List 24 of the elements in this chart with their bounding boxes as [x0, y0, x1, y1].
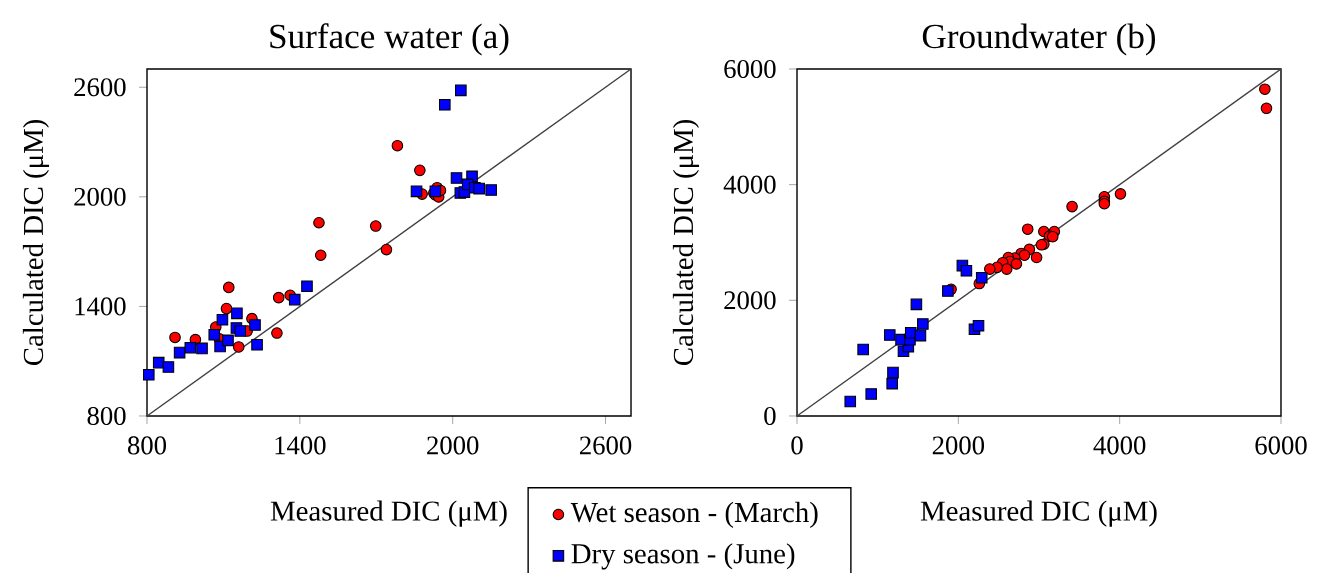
y-axis-title: Calculated DIC (μM)	[22, 119, 50, 366]
y-tick-label: 1400	[75, 297, 126, 316]
legend-label: Wet season - (March)	[570, 501, 818, 528]
chart-title: Surface water (a)	[270, 23, 509, 56]
x-tick-label: 4000	[1093, 436, 1146, 455]
x-tick-label: 2600	[579, 436, 632, 455]
y-tick-label: 4000	[723, 175, 776, 194]
legend-label: Dry season - (June)	[571, 543, 795, 570]
x-tick-label: 2000	[427, 436, 479, 455]
x-tick-label: 2000	[932, 436, 985, 455]
x-tick-label: 1400	[275, 436, 326, 455]
x-tick-label: 0	[791, 436, 803, 455]
y-tick-label: 2600	[74, 78, 126, 97]
x-tick-label: 800	[127, 436, 167, 455]
y-axis-title: Calculated DIC (μM)	[672, 119, 700, 366]
y-tick-label: 800	[87, 406, 126, 426]
y-tick-label: 6000	[724, 59, 776, 79]
y-tick-label: 2000	[724, 291, 776, 310]
chart-title: Groundwater (b)	[922, 23, 1156, 56]
x-tick-label: 6000	[1255, 436, 1307, 455]
y-tick-label: 0	[764, 406, 776, 426]
x-axis-title: Measured DIC (μM)	[920, 500, 1157, 527]
x-axis-title: Measured DIC (μM)	[270, 500, 507, 527]
y-tick-label: 2000	[74, 187, 126, 206]
